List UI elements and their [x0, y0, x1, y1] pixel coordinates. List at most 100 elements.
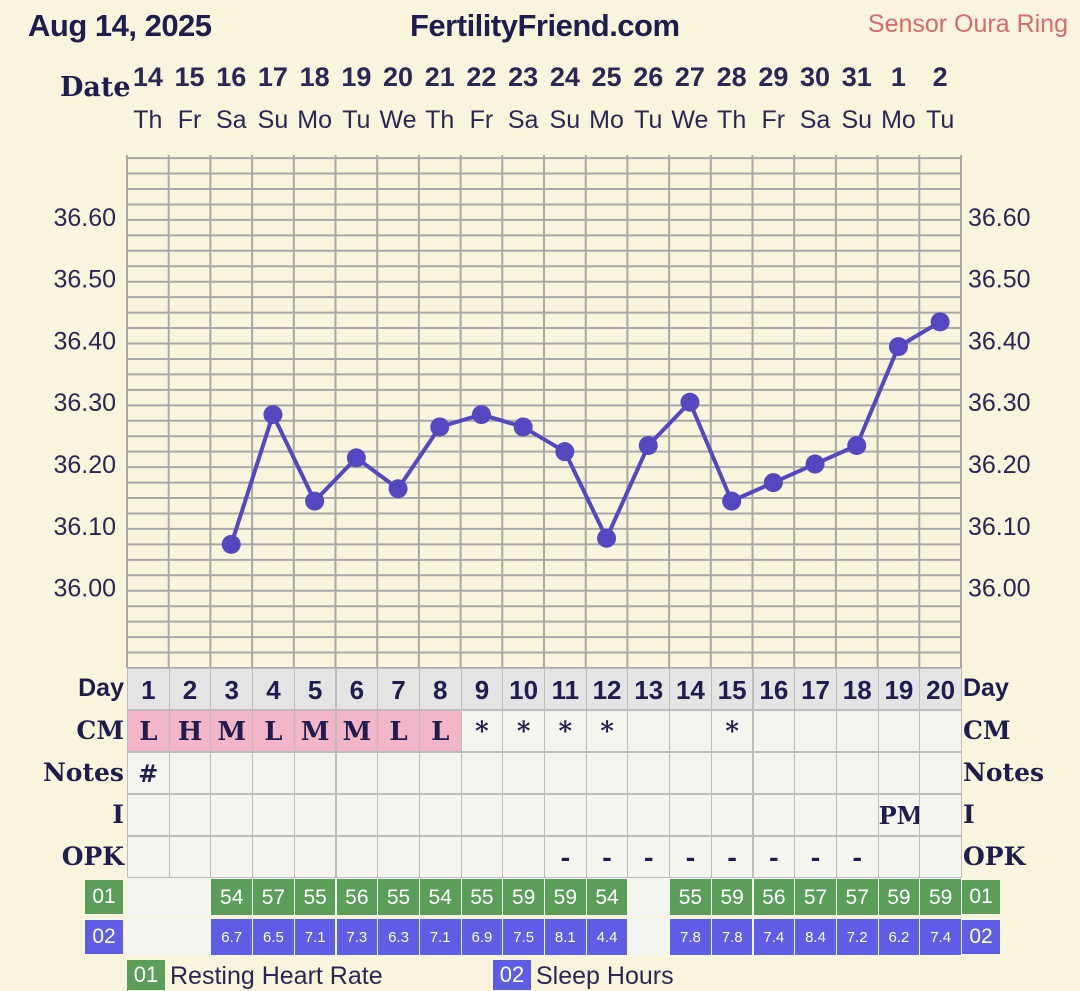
resting-heart-rate-cell[interactable]: 54 — [585, 878, 629, 916]
opk-cell[interactable] — [502, 836, 545, 878]
sleep-hours-cell[interactable]: 7.4 — [752, 918, 796, 956]
resting-heart-rate-cell[interactable]: 59 — [919, 878, 962, 916]
intercourse-cell[interactable] — [669, 794, 712, 836]
sleep-hours-cell[interactable] — [127, 918, 170, 956]
cm-cell[interactable] — [627, 710, 671, 752]
intercourse-cell[interactable] — [460, 794, 504, 836]
cm-cell[interactable]: L — [252, 710, 295, 752]
intercourse-cell[interactable] — [127, 794, 170, 836]
intercourse-cell[interactable] — [835, 794, 879, 836]
cm-cell[interactable] — [919, 710, 962, 752]
resting-heart-rate-cell[interactable]: 59 — [877, 878, 921, 916]
notes-cell[interactable] — [794, 752, 837, 794]
resting-heart-rate-cell[interactable]: 59 — [502, 878, 545, 916]
notes-cell[interactable] — [544, 752, 587, 794]
notes-cell[interactable] — [877, 752, 921, 794]
notes-cell[interactable] — [669, 752, 712, 794]
sleep-hours-cell[interactable]: 7.3 — [335, 918, 379, 956]
intercourse-cell[interactable] — [794, 794, 837, 836]
cm-cell[interactable] — [669, 710, 712, 752]
cm-cell[interactable] — [794, 710, 837, 752]
cm-cell[interactable]: L — [127, 710, 170, 752]
sleep-hours-cell[interactable]: 7.4 — [919, 918, 962, 956]
opk-cell[interactable] — [377, 836, 420, 878]
intercourse-cell[interactable] — [585, 794, 629, 836]
intercourse-cell[interactable] — [752, 794, 796, 836]
day-cell[interactable]: 8 — [418, 668, 462, 710]
sleep-hours-cell[interactable]: 7.8 — [710, 918, 754, 956]
sleep-hours-cell[interactable]: 7.1 — [418, 918, 462, 956]
intercourse-cell[interactable] — [627, 794, 671, 836]
cm-cell[interactable]: * — [502, 710, 545, 752]
day-cell[interactable]: 6 — [335, 668, 379, 710]
opk-cell[interactable] — [877, 836, 921, 878]
resting-heart-rate-cell[interactable]: 56 — [752, 878, 796, 916]
intercourse-cell[interactable] — [544, 794, 587, 836]
opk-cell[interactable] — [919, 836, 962, 878]
cm-cell[interactable]: * — [460, 710, 504, 752]
resting-heart-rate-cell[interactable]: 57 — [252, 878, 295, 916]
sleep-hours-cell[interactable]: 6.2 — [877, 918, 921, 956]
cm-cell[interactable]: H — [168, 710, 212, 752]
notes-cell[interactable] — [377, 752, 420, 794]
sleep-hours-cell[interactable]: 8.4 — [794, 918, 837, 956]
notes-cell[interactable] — [502, 752, 545, 794]
site-title[interactable]: FertilityFriend.com — [410, 8, 680, 43]
intercourse-cell[interactable]: PM — [877, 794, 923, 836]
intercourse-cell[interactable] — [293, 794, 337, 836]
sleep-hours-cell[interactable]: 7.2 — [835, 918, 879, 956]
notes-cell[interactable] — [168, 752, 212, 794]
sleep-hours-cell[interactable]: 6.5 — [252, 918, 295, 956]
cm-cell[interactable]: * — [710, 710, 754, 752]
cm-cell[interactable]: L — [377, 710, 420, 752]
intercourse-cell[interactable] — [502, 794, 545, 836]
intercourse-cell[interactable] — [919, 794, 962, 836]
notes-cell[interactable]: # — [127, 752, 170, 794]
opk-cell[interactable] — [210, 836, 254, 878]
day-cell[interactable]: 5 — [293, 668, 337, 710]
resting-heart-rate-cell[interactable] — [627, 878, 671, 916]
cm-cell[interactable] — [877, 710, 921, 752]
resting-heart-rate-cell[interactable] — [127, 878, 170, 916]
opk-cell[interactable] — [168, 836, 212, 878]
notes-cell[interactable] — [418, 752, 462, 794]
day-cell[interactable]: 12 — [585, 668, 629, 710]
day-cell[interactable]: 10 — [502, 668, 545, 710]
sleep-hours-cell[interactable] — [168, 918, 212, 956]
opk-cell[interactable]: - — [669, 836, 712, 878]
intercourse-cell[interactable] — [710, 794, 754, 836]
resting-heart-rate-cell[interactable]: 55 — [377, 878, 420, 916]
sleep-hours-cell[interactable]: 6.9 — [460, 918, 504, 956]
notes-cell[interactable] — [752, 752, 796, 794]
opk-cell[interactable]: - — [710, 836, 754, 878]
sleep-hours-cell[interactable]: 7.8 — [669, 918, 712, 956]
cm-cell[interactable]: * — [544, 710, 587, 752]
resting-heart-rate-cell[interactable]: 57 — [835, 878, 879, 916]
notes-cell[interactable] — [210, 752, 254, 794]
opk-cell[interactable]: - — [752, 836, 796, 878]
notes-cell[interactable] — [293, 752, 337, 794]
day-cell[interactable]: 11 — [544, 668, 587, 710]
sleep-hours-cell[interactable]: 7.1 — [293, 918, 337, 956]
cm-cell[interactable]: M — [210, 710, 254, 752]
opk-cell[interactable]: - — [794, 836, 837, 878]
resting-heart-rate-cell[interactable]: 59 — [710, 878, 754, 916]
opk-cell[interactable] — [335, 836, 379, 878]
day-cell[interactable]: 9 — [460, 668, 504, 710]
cm-cell[interactable]: L — [418, 710, 462, 752]
day-cell[interactable]: 20 — [919, 668, 962, 710]
resting-heart-rate-cell[interactable]: 56 — [335, 878, 379, 916]
resting-heart-rate-cell[interactable]: 55 — [293, 878, 337, 916]
opk-cell[interactable]: - — [585, 836, 629, 878]
day-cell[interactable]: 16 — [752, 668, 796, 710]
day-cell[interactable]: 13 — [627, 668, 671, 710]
day-cell[interactable]: 1 — [127, 668, 170, 710]
intercourse-cell[interactable] — [168, 794, 212, 836]
notes-cell[interactable] — [710, 752, 754, 794]
notes-cell[interactable] — [585, 752, 629, 794]
day-cell[interactable]: 2 — [168, 668, 212, 710]
intercourse-cell[interactable] — [418, 794, 462, 836]
notes-cell[interactable] — [919, 752, 962, 794]
sleep-hours-cell[interactable]: 6.7 — [210, 918, 254, 956]
sleep-hours-cell[interactable] — [627, 918, 671, 956]
